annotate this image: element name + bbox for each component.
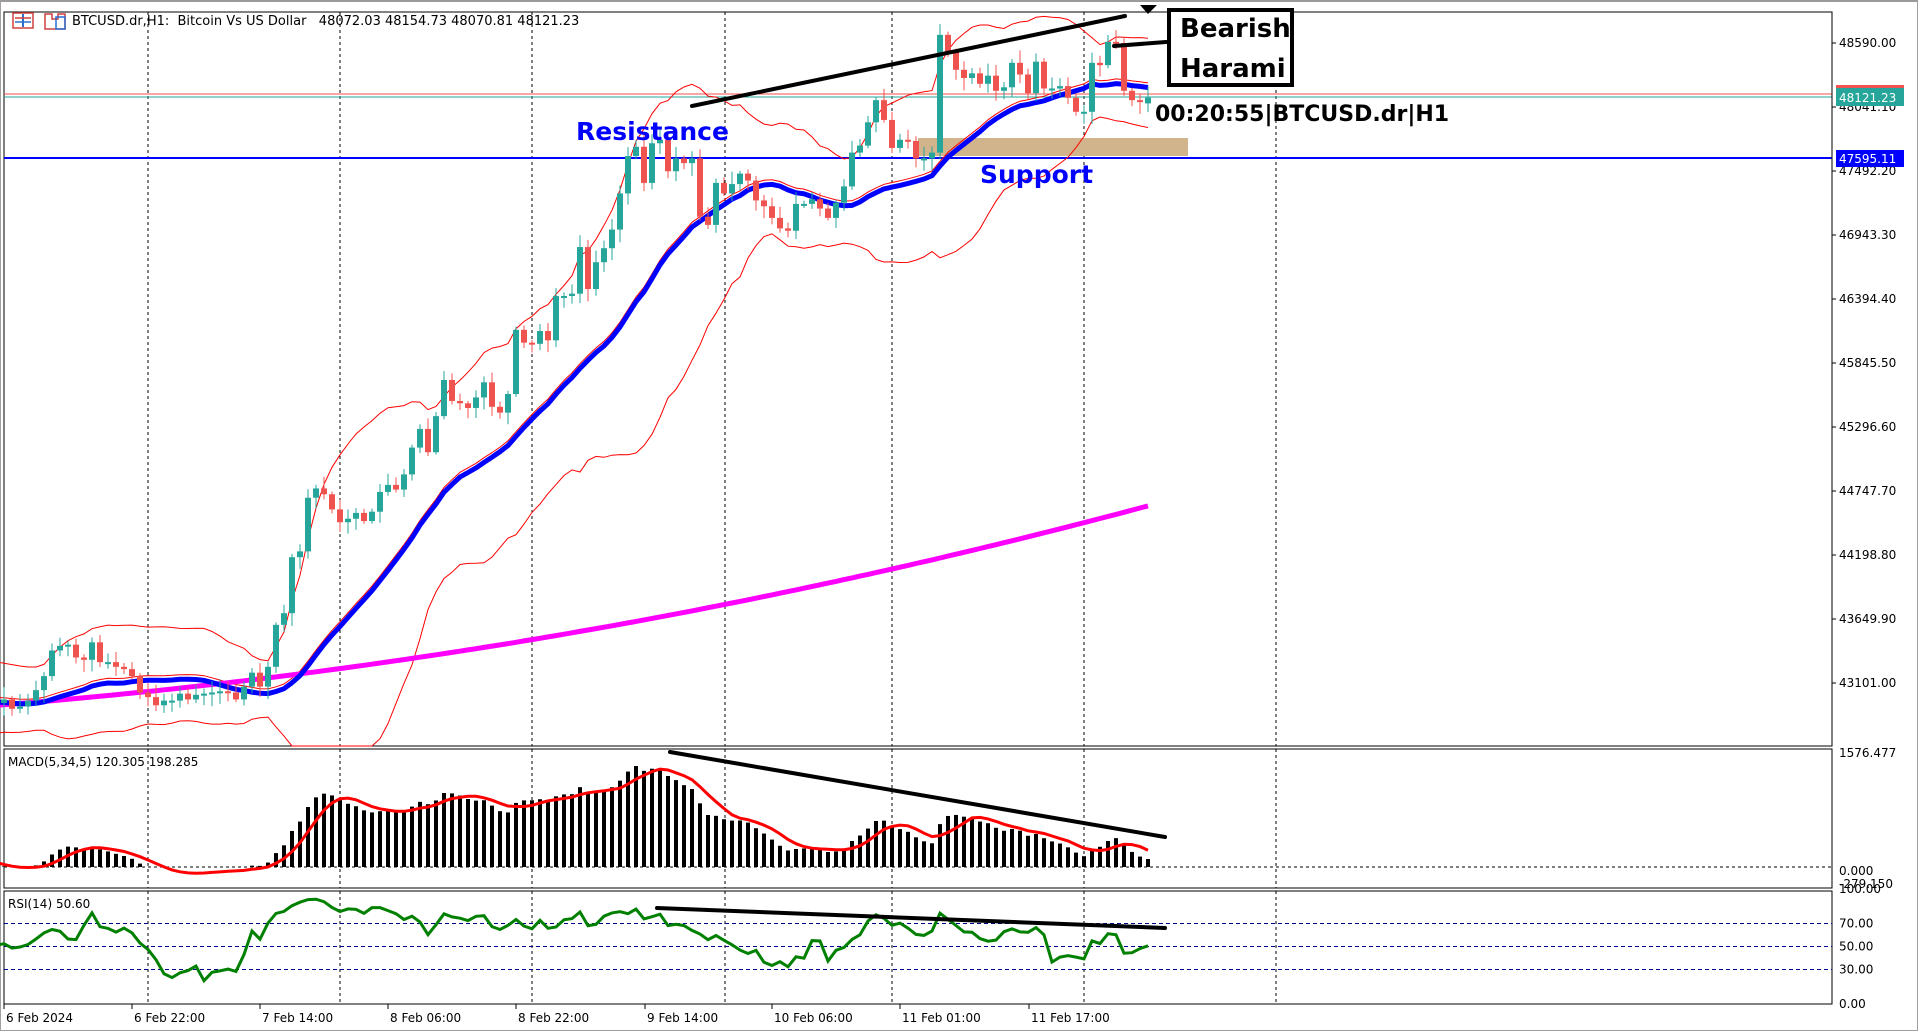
svg-text:0.00: 0.00: [1839, 997, 1866, 1011]
svg-text:45845.50: 45845.50: [1839, 356, 1896, 370]
macd-label: MACD(5,34,5) 120.305 198.285: [8, 755, 198, 769]
svg-text:-279.150: -279.150: [1839, 877, 1893, 891]
rsi-indicator: [0, 897, 1832, 984]
svg-text:46943.30: 46943.30: [1839, 228, 1896, 242]
svg-text:8 Feb 22:00: 8 Feb 22:00: [518, 1011, 589, 1025]
svg-text:44747.70: 44747.70: [1839, 484, 1896, 498]
svg-text:8 Feb 06:00: 8 Feb 06:00: [390, 1011, 461, 1025]
symbol-title: BTCUSD.dr,H1: Bitcoin Vs US Dollar 48072…: [12, 12, 579, 30]
svg-text:45296.60: 45296.60: [1839, 420, 1896, 434]
macd-panel[interactable]: [3, 748, 1833, 889]
rsi-label: RSI(14) 50.60: [8, 897, 90, 911]
svg-text:48121.23: 48121.23: [1839, 91, 1896, 105]
svg-text:10 Feb 06:00: 10 Feb 06:00: [774, 1011, 853, 1025]
moving-averages: [0, 81, 1149, 708]
macd-axis: 1576.477 0.000-279.150: [1839, 746, 1896, 891]
svg-text:70.00: 70.00: [1839, 917, 1873, 931]
harami-pointer-line: [1112, 40, 1168, 48]
svg-text:50.00: 50.00: [1839, 940, 1873, 954]
svg-text:43101.00: 43101.00: [1839, 676, 1896, 690]
bollinger-bands: [0, 15, 1149, 747]
bearish-harami-box: [1167, 8, 1294, 87]
rsi-panel[interactable]: [3, 890, 1833, 1005]
chart-title-text: BTCUSD.dr,H1: Bitcoin Vs US Dollar 48072…: [72, 14, 579, 29]
svg-text:43649.90: 43649.90: [1839, 612, 1896, 626]
current-price-tag: 48121.23: [1836, 85, 1904, 106]
bearish-harami-line1: Bearish: [1180, 14, 1291, 44]
svg-text:6 Feb 2024: 6 Feb 2024: [6, 1011, 73, 1025]
time-axis[interactable]: 6 Feb 2024 6 Feb 22:00 7 Feb 14:00 8 Feb 06…: [3, 1003, 1832, 1025]
svg-text:48590.00: 48590.00: [1839, 36, 1896, 50]
macd-indicator: [0, 766, 1832, 875]
support-label: Support: [980, 160, 1093, 189]
svg-text:30.00: 30.00: [1839, 963, 1873, 977]
resistance-trendline[interactable]: [690, 14, 1127, 108]
svg-text:9 Feb 14:00: 9 Feb 14:00: [647, 1011, 718, 1025]
support-zone: [918, 138, 1188, 156]
svg-text:47595.11: 47595.11: [1839, 152, 1896, 166]
candlesticks: [1, 24, 1151, 716]
bearish-harami-line2: Harami: [1180, 54, 1286, 84]
rsi-axis: 100.00 70.00 50.00 30.00 0.00: [1839, 882, 1881, 1011]
svg-text:11 Feb 01:00: 11 Feb 01:00: [902, 1011, 981, 1025]
countdown-label: 00:20:55|BTCUSD.dr|H1: [1155, 102, 1449, 127]
svg-text:7 Feb 14:00: 7 Feb 14:00: [262, 1011, 333, 1025]
svg-text:100.00: 100.00: [1839, 882, 1881, 896]
arrow-down-icon: [1140, 5, 1157, 14]
svg-text:0.000: 0.000: [1839, 864, 1873, 878]
rsi-trendline[interactable]: [655, 906, 1167, 930]
level-price-tag: 47595.11: [1836, 150, 1904, 167]
resistance-label: Resistance: [576, 117, 729, 146]
svg-text:47492.20: 47492.20: [1839, 164, 1896, 178]
svg-text:1576.477: 1576.477: [1839, 746, 1896, 760]
macd-trendline[interactable]: [668, 750, 1167, 839]
svg-text:6 Feb 22:00: 6 Feb 22:00: [134, 1011, 205, 1025]
svg-text:46394.40: 46394.40: [1839, 292, 1896, 306]
svg-text:11 Feb 17:00: 11 Feb 17:00: [1031, 1011, 1110, 1025]
price-axis[interactable]: 48590.0048041.1047492.2046943.3046394.40…: [1831, 12, 1896, 746]
svg-text:44198.80: 44198.80: [1839, 548, 1896, 562]
